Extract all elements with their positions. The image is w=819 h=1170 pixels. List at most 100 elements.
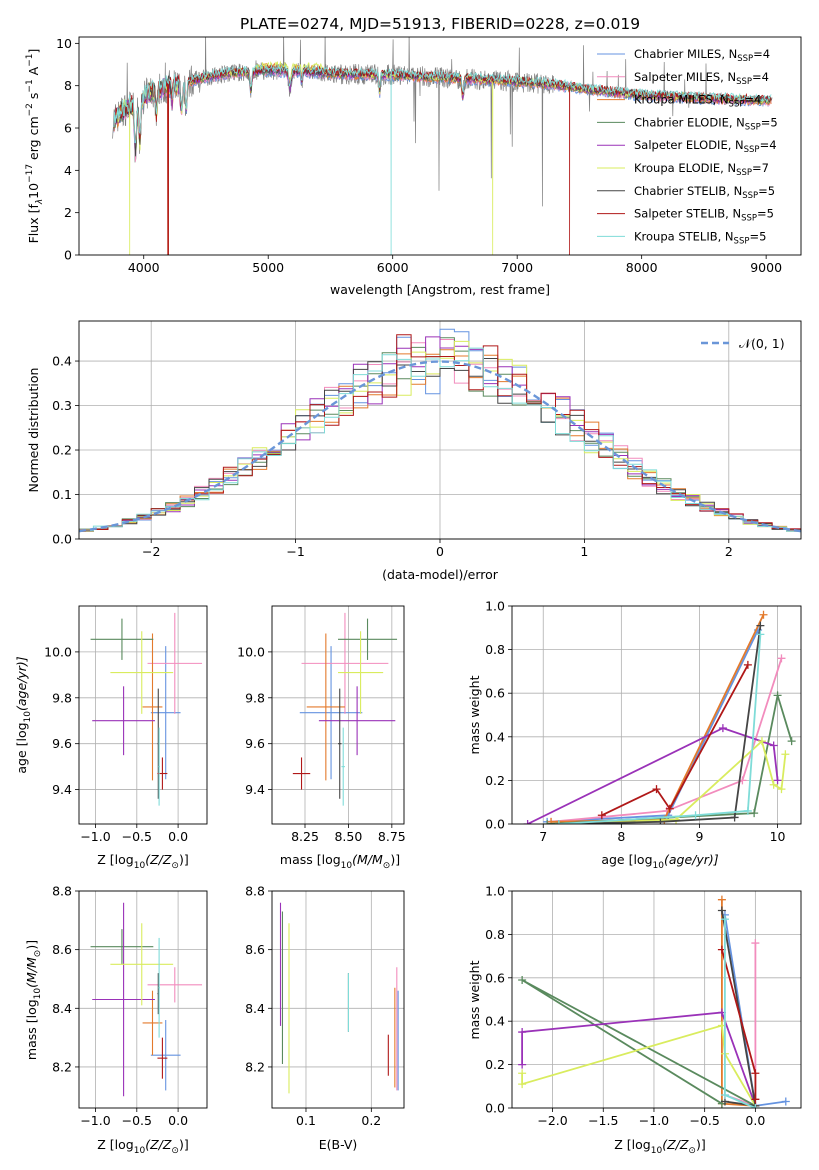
series-salpeter-stelib	[717, 945, 760, 1104]
y-tick-label: 9.4	[52, 782, 72, 797]
y-tick-label: 6	[64, 121, 72, 136]
x-tick-label: 8.50	[334, 829, 362, 844]
y-tick-label: 10	[56, 36, 72, 51]
ticks: 0.1 0.2 8.2 8.4 8.6 8.8	[245, 884, 381, 1129]
subscript: SSP	[734, 236, 750, 246]
subscript: 10	[33, 988, 43, 1000]
data-point-salpeter-stelib	[292, 757, 311, 790]
plus-marker	[518, 1060, 527, 1069]
series-line	[558, 625, 762, 824]
y-tick-label: 4	[64, 163, 72, 178]
label-part: (Z/Z	[662, 1137, 689, 1152]
y-tick-label: 9.6	[52, 736, 72, 751]
x-tick-label: 8.75	[378, 829, 406, 844]
subscript: 10	[653, 861, 665, 871]
plus-marker	[547, 817, 556, 824]
subscript: 10	[23, 711, 33, 723]
y-tick-label: 8.4	[52, 1001, 72, 1016]
data-point-kroupa-stelib	[158, 727, 160, 806]
axes-frame	[511, 890, 802, 1109]
plus-marker	[597, 811, 606, 820]
x-axis-label: (data-model)/error	[382, 567, 499, 582]
series-line	[527, 727, 779, 824]
residual-histogram	[79, 347, 801, 534]
plus-marker	[518, 1069, 527, 1078]
spectrum-panel: 4000 5000 6000 7000 8000 9000 0 2 4 6 8 10 Chabrier …	[25, 36, 802, 297]
x-axis-label: Z [log10(Z/Z⊙)]	[97, 1137, 188, 1156]
y-tick-label: 10.0	[44, 644, 72, 659]
plus-marker	[720, 915, 729, 924]
axes-frame	[78, 890, 208, 1109]
axes-frame	[78, 36, 802, 256]
plot-area	[292, 612, 398, 806]
ticks: −2.0 −1.5 −1.0 −0.5 0.0 0.0 0.2 0.4 0.6 0.8 1.0	[485, 884, 765, 1129]
data-point-salpeter-miles	[301, 612, 389, 714]
plot-area	[90, 902, 203, 1097]
label-part: (M/M	[24, 957, 39, 988]
plus-marker	[756, 630, 765, 639]
y-tick-label: 0.8	[485, 642, 505, 657]
label-part: )]	[390, 852, 400, 867]
y-tick-label: 0.1	[52, 487, 72, 502]
residual-histogram	[79, 358, 801, 534]
y-tick-label: 9.4	[245, 782, 265, 797]
legend-nssp: =4	[744, 93, 761, 107]
plus-marker	[781, 1097, 790, 1106]
y-tick-label: 8.6	[52, 942, 72, 957]
y-tick-label: 0.2	[485, 773, 505, 788]
legend-model-name: Chabrier MILES, N	[634, 47, 737, 61]
x-tick-label: 0.2	[361, 1113, 381, 1128]
y-tick-label: 2	[64, 205, 72, 220]
x-tick-label: 0.0	[745, 1113, 765, 1128]
x-axis-label: Z [log10(Z/Z⊙)]	[614, 1137, 705, 1156]
plot-area	[90, 612, 203, 806]
axes-frame	[78, 320, 802, 540]
y-axis-label: mass [log10(M/M⊙)]	[24, 940, 43, 1060]
axes-frame	[271, 605, 405, 825]
model-spectrum	[113, 60, 772, 255]
label-part: ]	[26, 49, 41, 54]
series-line	[521, 979, 756, 1107]
legend-label: Chabrier ELODIE, NSSP=5	[634, 115, 778, 132]
x-tick-label: 7	[539, 829, 547, 844]
y-tick-label: 8	[64, 78, 72, 93]
y-tick-label: 0.3	[52, 398, 72, 413]
label-part: 10	[26, 183, 41, 199]
x-tick-label: −0.5	[122, 1113, 152, 1128]
mass-age-panel: 8.25 8.50 8.75 9.4 9.6 9.8 10.0 mass [log10(M/M…	[237, 605, 406, 871]
x-tick-label: −1	[286, 544, 304, 559]
x-tick-label: 9	[695, 829, 703, 844]
plus-marker	[717, 895, 726, 904]
y-tick-label: 10.0	[237, 644, 265, 659]
x-tick-label: 1	[580, 544, 588, 559]
data-point-salpeter-elodie	[92, 686, 155, 756]
label-part: )]	[696, 1137, 706, 1152]
data-point-chabrier-miles	[150, 1020, 181, 1091]
legend-label: Salpeter ELODIE, NSSP=4	[634, 138, 777, 155]
plus-marker	[773, 691, 782, 700]
series-kroupa-stelib	[720, 915, 760, 1108]
series-line	[558, 739, 787, 824]
x-axis-label: E(B-V)	[319, 1137, 358, 1152]
legend-nssp: =4	[753, 47, 770, 61]
plus-marker	[769, 780, 778, 789]
subscript: 10	[134, 1146, 146, 1156]
legend-nssp: =5	[757, 207, 774, 221]
legend-nssp: =7	[752, 161, 769, 175]
plus-marker	[777, 654, 786, 663]
data-point-salpeter-miles	[147, 612, 203, 714]
plot-area	[279, 902, 399, 1094]
y-tick-label: 0	[64, 248, 72, 263]
legend-model-name: Kroupa ELODIE, N	[634, 161, 736, 175]
label-part: age [log	[14, 722, 29, 773]
y-tick-label: 8.8	[245, 884, 265, 899]
label-part: s	[26, 93, 41, 104]
y-axis-label: age [log10(age/yr)]	[14, 656, 33, 773]
superscript: −17	[25, 164, 35, 183]
y-tick-label: 1.0	[485, 599, 505, 614]
x-tick-label: 0	[436, 544, 444, 559]
ticks: −1.0 −0.5 0.0 9.4 9.6 9.8 10.0	[44, 644, 188, 844]
residual-histogram-panel: −2 −1 0 1 2 0.0 0.1 0.2 0.3 0.4 𝒩(0, 1) (data-model…	[26, 320, 802, 582]
series-line	[551, 658, 783, 823]
ticks: 8.25 8.50 8.75 9.4 9.6 9.8 10.0	[237, 644, 406, 844]
